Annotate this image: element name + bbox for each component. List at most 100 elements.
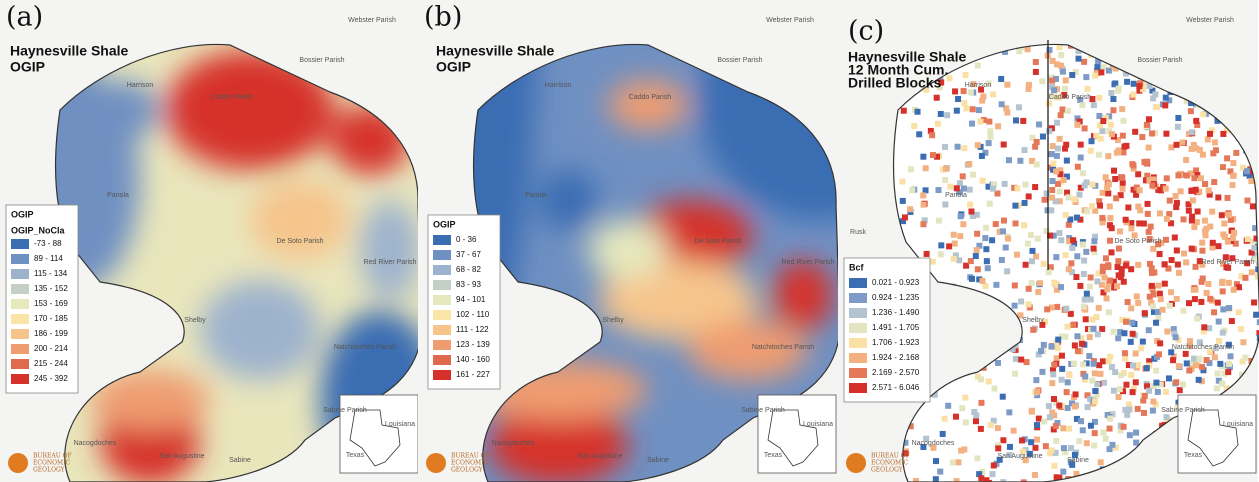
block [1080,427,1086,433]
block [1042,197,1048,203]
block [1190,197,1196,203]
block [1216,243,1222,249]
block [942,416,948,422]
block [961,88,967,94]
block [1001,142,1007,148]
block [1058,284,1064,290]
block [1104,296,1110,302]
block [1078,155,1084,161]
legend-swatch [849,278,867,288]
block [944,112,950,118]
block [1119,106,1125,112]
block [1113,195,1119,201]
block [934,95,940,101]
block [1064,158,1070,164]
block [1108,90,1114,96]
block [1230,235,1236,241]
place-name: Caddo Parish [211,94,254,101]
block [1081,258,1087,264]
block [1110,96,1116,102]
block [1048,207,1054,213]
legend-label: 1.924 - 2.168 [872,353,920,362]
place-name: Bossier Parish [299,57,344,64]
block [987,201,993,207]
block [1212,139,1218,145]
block [959,405,965,411]
block [1196,377,1202,383]
place-name: Caddo Parish [629,94,672,101]
block [1146,229,1152,235]
block [1130,162,1136,168]
block [1049,447,1055,453]
block [1108,249,1114,255]
block [1195,208,1201,214]
block [1186,300,1192,306]
block [1006,157,1012,163]
legend-label: 102 - 110 [456,310,490,319]
block [1107,446,1113,452]
legend-label: 2.169 - 2.570 [872,368,920,377]
block [1129,320,1135,326]
block [1004,268,1010,274]
block [1210,150,1216,156]
block [1012,371,1018,377]
block [1135,262,1141,268]
block [1125,205,1131,211]
place-name: Rusk [850,229,866,236]
block [1026,301,1032,307]
block [1183,157,1189,163]
block [1226,212,1232,218]
block [1236,284,1242,290]
block [1089,203,1095,209]
block [962,395,968,401]
legend-swatch [433,295,451,305]
block [1242,275,1248,281]
block [1041,418,1047,424]
block [942,177,948,183]
block [1073,274,1079,280]
block [1084,208,1090,214]
block [1087,334,1093,340]
block [1125,299,1131,305]
block [1173,379,1179,385]
block [983,246,989,252]
block [1103,255,1109,261]
block [1063,212,1069,218]
block [1004,110,1010,116]
block [933,476,939,482]
place-name: Nacogdoches [74,440,117,447]
block [899,179,905,185]
block [1049,187,1055,193]
block [970,172,976,178]
block [966,161,972,167]
block [1167,303,1173,309]
block [1029,248,1035,254]
block [1033,59,1039,65]
block [1188,108,1194,114]
block [1081,304,1087,310]
block [1251,245,1257,251]
legend-label: 1.236 - 1.490 [872,308,920,317]
block [961,186,967,192]
block [1130,389,1136,395]
block [1058,52,1064,58]
block [1081,59,1087,65]
block [1116,394,1122,400]
block [1100,429,1106,435]
block [930,152,936,158]
block [1157,251,1163,257]
block [979,278,985,284]
block [952,241,958,247]
legend-swatch [433,325,451,335]
block [1049,78,1055,84]
legend-swatch [433,310,451,320]
block [1088,274,1094,280]
block [1118,372,1124,378]
block [1253,236,1259,242]
block [1153,368,1159,374]
block [1054,355,1060,361]
block [1059,353,1065,359]
block [1096,305,1102,311]
block [1079,341,1085,347]
block [1236,309,1242,315]
